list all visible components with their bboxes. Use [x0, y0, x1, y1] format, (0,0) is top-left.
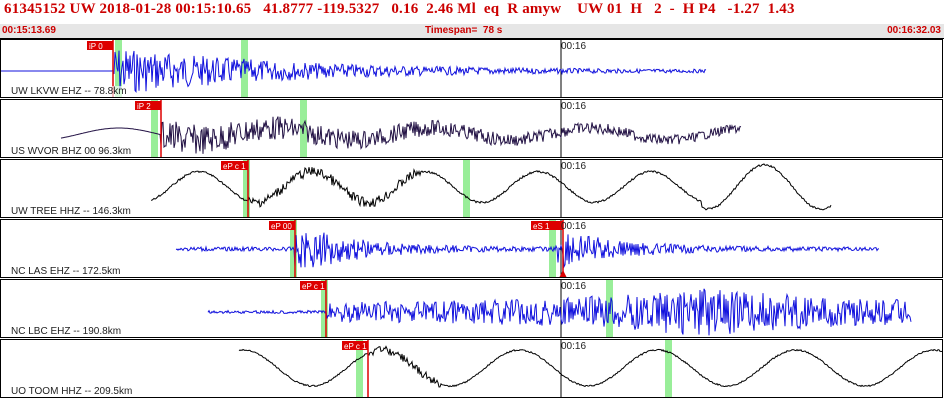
pick-window-highlight	[243, 160, 250, 217]
event-summary: 61345152 UW 2018-01-28 00:15:10.65 41.87…	[4, 1, 795, 17]
seismic-trace	[207, 288, 912, 336]
seismic-trace	[238, 345, 942, 388]
time-bar: 00:15:13.69 Timespan= 78 s 00:16:32.03	[0, 24, 944, 39]
pick-flag[interactable]	[342, 341, 368, 350]
trace-line	[60, 116, 742, 154]
pick-window-highlight	[549, 220, 556, 277]
end-time: 00:16:32.03	[887, 25, 941, 36]
pick-window-highlight	[665, 340, 672, 397]
trace-panel[interactable]: iP 2 00:16 US WVOR BHZ 00 96.3km	[0, 99, 943, 158]
station-label: UO TOOM HHZ -- 209.5km	[11, 386, 133, 397]
trace-panel[interactable]: eP c 1 00:16 UO TOOM HHZ -- 209.5km	[0, 339, 943, 398]
time-mark: 00:16	[561, 341, 587, 352]
time-mark: 00:16	[561, 281, 587, 292]
start-time: 00:15:13.69	[2, 25, 56, 36]
trace-panel[interactable]: eP c 1 00:16 UW TREE HHZ -- 146.3km	[0, 159, 943, 218]
seismic-trace	[1, 50, 707, 93]
waveform-plot[interactable]: eP 00 eS 1	[1, 220, 943, 278]
event-header: 61345152 UW 2018-01-28 00:15:10.65 41.87…	[0, 0, 944, 24]
pick-label: eP 00	[271, 222, 292, 231]
pick-flag[interactable]	[269, 221, 295, 230]
time-mark: 00:16	[561, 101, 587, 112]
seismic-trace	[175, 232, 880, 269]
waveform-plot[interactable]: eP c 1	[1, 160, 943, 218]
seismic-trace	[150, 163, 832, 211]
station-label: NC LAS EHZ -- 172.5km	[11, 266, 121, 277]
pick-label: iP 2	[137, 102, 151, 111]
pick-label: eP c 1	[344, 342, 367, 351]
trace-panel[interactable]: eP c 1 00:16 NC LBC EHZ -- 190.8km	[0, 279, 943, 338]
pick-flag[interactable]	[300, 281, 326, 290]
pick-label: iP 0	[89, 42, 103, 51]
station-label: UW TREE HHZ -- 146.3km	[11, 206, 131, 217]
waveform-plot[interactable]: eP c 1	[1, 340, 943, 398]
time-mark: 00:16	[561, 41, 587, 52]
pick-triangle	[559, 270, 567, 277]
trace-line	[207, 288, 912, 336]
pick-label: eS 1	[533, 222, 550, 231]
trace-line	[150, 163, 832, 211]
pick-window-highlight	[463, 160, 470, 217]
waveform-plot[interactable]: iP 2	[1, 100, 943, 158]
trace-panel[interactable]: eP 00 eS 1 00:16 NC LAS EHZ -- 172.5km	[0, 219, 943, 278]
trace-line	[175, 232, 880, 269]
pick-flag[interactable]	[135, 101, 161, 110]
station-label: UW LKVW EHZ -- 78.8km	[11, 86, 127, 97]
time-mark: 00:16	[561, 221, 587, 232]
trace-panel[interactable]: iP 0 00:16 UW LKVW EHZ -- 78.8km	[0, 39, 943, 98]
waveform-plot[interactable]: eP c 1	[1, 280, 943, 338]
pick-flag[interactable]	[221, 161, 248, 170]
pick-window-highlight	[321, 280, 328, 337]
station-label: NC LBC EHZ -- 190.8km	[11, 326, 122, 337]
timespan: Timespan= 78 s	[425, 25, 503, 36]
pick-flag[interactable]	[87, 41, 113, 50]
pick-window-highlight	[356, 340, 363, 397]
pick-window-highlight	[151, 100, 158, 157]
waveform-plot[interactable]: iP 0	[1, 40, 943, 98]
pick-flag[interactable]	[531, 221, 563, 230]
seismic-trace	[60, 116, 742, 154]
time-mark: 00:16	[561, 161, 587, 172]
trace-line	[238, 345, 942, 388]
pick-label: eP c 1	[223, 162, 246, 171]
station-label: US WVOR BHZ 00 96.3km	[11, 146, 132, 157]
trace-line	[1, 50, 707, 93]
pick-label: eP c 1	[302, 282, 325, 291]
